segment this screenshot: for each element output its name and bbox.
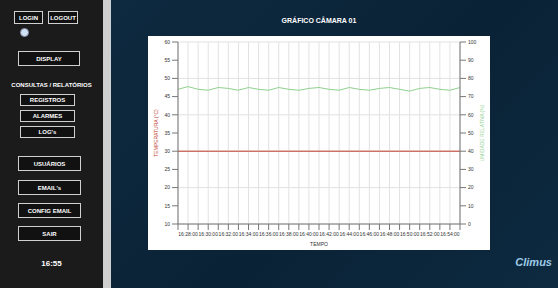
html-text:CONSULTAS / RELATÓRIOS: CONSULTAS / RELATÓRIOS: [11, 82, 92, 88]
svg-text:16:50:00: 16:50:00: [400, 231, 420, 237]
html-text:Climus: Climus: [515, 256, 552, 268]
html-text:EMAIL's: EMAIL's: [37, 184, 62, 191]
svg-text:25: 25: [164, 166, 170, 172]
svg-text:20: 20: [468, 184, 474, 190]
svg-text:45: 45: [164, 93, 170, 99]
svg-text:16:42:00: 16:42:00: [319, 231, 339, 237]
svg-text:35: 35: [164, 130, 170, 136]
svg-text:70: 70: [468, 93, 474, 99]
svg-text:16:34:00: 16:34:00: [239, 231, 259, 237]
svg-text:100: 100: [468, 39, 477, 45]
html-text:DISPLAY: DISPLAY: [36, 55, 62, 62]
svg-text:20: 20: [164, 184, 170, 190]
svg-text:80: 80: [468, 75, 474, 81]
html-text:LOG's: LOG's: [38, 129, 57, 135]
html-text:LOGOUT: LOGOUT: [50, 14, 76, 21]
html-text:GRÁFICO CÂMARA 01: GRÁFICO CÂMARA 01: [281, 17, 357, 24]
svg-text:16:32:00: 16:32:00: [219, 231, 239, 237]
svg-text:60: 60: [468, 112, 474, 118]
svg-text:16:36:00: 16:36:00: [259, 231, 279, 237]
html-text:SAIR: SAIR: [42, 230, 57, 237]
html-text:16:55: 16:55: [41, 259, 62, 268]
svg-text:10: 10: [468, 203, 474, 209]
svg-text:30: 30: [164, 148, 170, 154]
svg-text:50: 50: [164, 75, 170, 81]
svg-text:UMIDADE RELATIVA (%): UMIDADE RELATIVA (%): [479, 104, 485, 161]
html-text:CONFIG EMAIL: CONFIG EMAIL: [27, 207, 72, 214]
svg-text:16:46:00: 16:46:00: [360, 231, 380, 237]
svg-text:16:44:00: 16:44:00: [339, 231, 359, 237]
html-text:ALARMES: ALARMES: [32, 113, 63, 119]
svg-text:60: 60: [164, 39, 170, 45]
html-text:REGISTROS: REGISTROS: [29, 97, 66, 103]
svg-text:16:40:00: 16:40:00: [299, 231, 319, 237]
svg-text:90: 90: [468, 57, 474, 63]
svg-text:15: 15: [164, 203, 170, 209]
svg-text:TEMPO: TEMPO: [310, 241, 328, 247]
svg-text:16:54:00: 16:54:00: [440, 231, 460, 237]
svg-text:10: 10: [164, 221, 170, 227]
svg-text:30: 30: [468, 166, 474, 172]
svg-text:TEMPERATURA (°C): TEMPERATURA (°C): [153, 109, 159, 157]
svg-text:16:30:00: 16:30:00: [198, 231, 218, 237]
svg-text:16:48:00: 16:48:00: [380, 231, 400, 237]
svg-text:55: 55: [164, 57, 170, 63]
svg-text:40: 40: [468, 148, 474, 154]
svg-text:16:38:00: 16:38:00: [279, 231, 299, 237]
svg-text:16:52:00: 16:52:00: [420, 231, 440, 237]
html-text:LOGIN: LOGIN: [19, 14, 38, 21]
svg-text:40: 40: [164, 112, 170, 118]
svg-text:16:28:00: 16:28:00: [178, 231, 198, 237]
svg-text:50: 50: [468, 130, 474, 136]
html-text:USUÁRIOS: USUÁRIOS: [33, 160, 66, 167]
svg-text:0: 0: [468, 221, 471, 227]
